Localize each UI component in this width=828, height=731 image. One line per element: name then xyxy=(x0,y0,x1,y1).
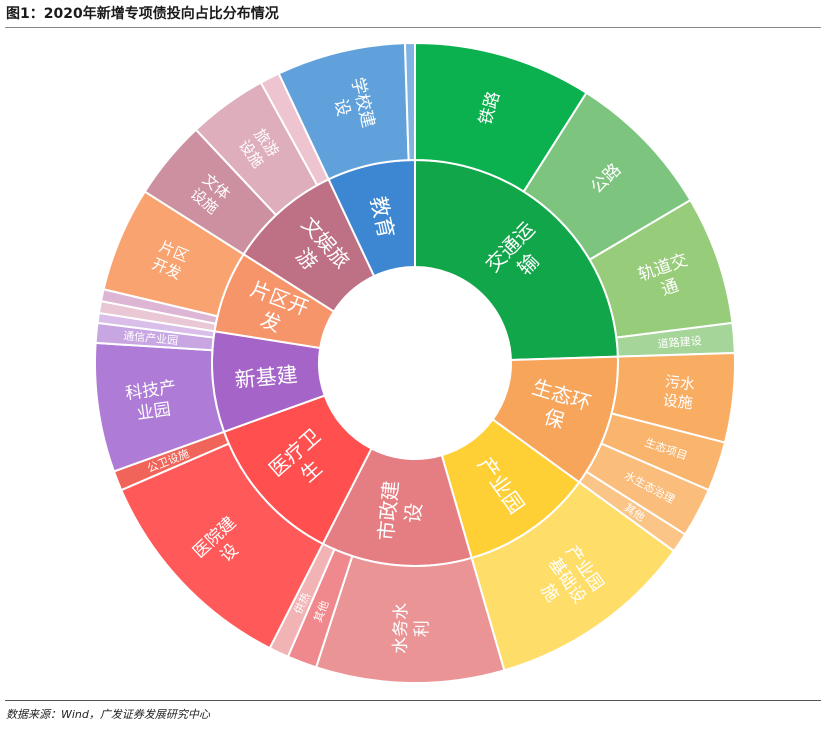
outer-slice-label: 水务水利 xyxy=(391,603,433,655)
inner-ring xyxy=(211,158,619,567)
outer-ring xyxy=(94,41,736,684)
outer-slice-label: 通信产业园 xyxy=(123,328,179,347)
inner-slice-label: 市政建设 xyxy=(374,480,428,544)
title-rule xyxy=(5,27,821,28)
outer-slice xyxy=(403,41,416,162)
outer-slice-label: 片区开发 xyxy=(149,237,191,283)
chart-title: 图1：2020年新增专项债投向占比分布情况 xyxy=(6,6,279,22)
source-note: 数据来源：Wind，广发证券发展研究中心 xyxy=(6,708,210,721)
inner-slice-label: 新基建 xyxy=(234,363,299,393)
outer-slice-label: 道路建设 xyxy=(657,333,702,350)
footer-rule xyxy=(5,700,821,701)
outer-slice-label: 污水设施 xyxy=(662,372,696,412)
